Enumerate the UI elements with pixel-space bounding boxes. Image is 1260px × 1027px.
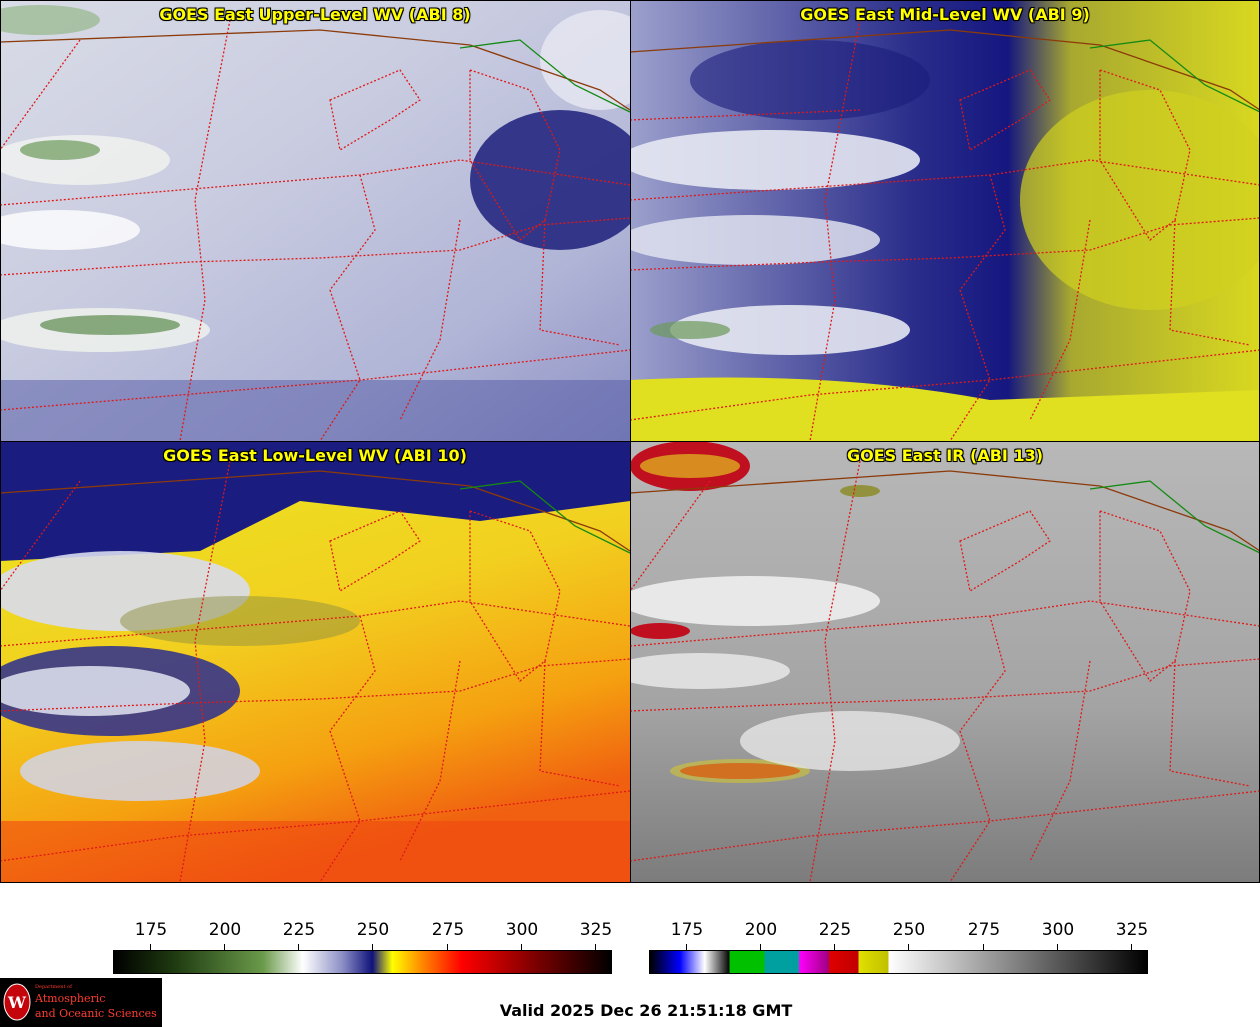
- borders-ir: [630, 460, 1260, 882]
- logo-oceanic-label: and Oceanic Sciences: [35, 1007, 157, 1020]
- ir-colorbar: [649, 950, 1148, 974]
- borders-mid: [630, 19, 1260, 441]
- ir-tick-label: 300: [1028, 920, 1088, 950]
- panel-title: GOES East IR (ABI 13): [846, 446, 1044, 465]
- mid-wv-image: [630, 0, 1260, 441]
- logo-atmospheric-label: Atmospheric: [35, 992, 106, 1005]
- wv-tick-label: 300: [492, 920, 552, 950]
- panels-frame: [0, 0, 1260, 883]
- panel-low-wv: GOES East Low-Level WV (ABI 10): [0, 441, 630, 882]
- panel-ir: GOES East IR (ABI 13): [630, 441, 1260, 882]
- ir-tick-label: 200: [731, 920, 791, 950]
- panel-title: GOES East Upper-Level WV (ABI 8): [159, 5, 471, 24]
- wv-tick-label: 175: [121, 920, 181, 950]
- panel-mid-wv: GOES East Mid-Level WV (ABI 9): [630, 0, 1260, 441]
- borders-upper: [0, 19, 630, 441]
- wv-tick-label: 225: [269, 920, 329, 950]
- ir-tick-label: 275: [954, 920, 1014, 950]
- wv-tick-label: 325: [566, 920, 626, 950]
- borders-low: [0, 460, 630, 882]
- ir-colorbar-ticks: 175 200 225 250 275 300 325: [649, 920, 1148, 962]
- wv-colorbar: [113, 950, 612, 974]
- wv-colorbar-ticks: 175 200 225 250 275 300 325: [113, 920, 612, 962]
- valid-time: Valid 2025 Dec 26 21:51:18 GMT: [499, 1001, 793, 1020]
- university-seal-icon: W: [3, 983, 31, 1021]
- panel-upper-wv: GOES East Upper-Level WV (ABI 8): [0, 0, 630, 441]
- wv-tick-label: 200: [195, 920, 255, 950]
- panel-divider-horizontal: [0, 441, 1260, 442]
- ir-image: [630, 441, 1260, 882]
- ir-tick-label: 250: [879, 920, 939, 950]
- low-wv-image: [0, 441, 630, 882]
- ir-tick-label: 325: [1102, 920, 1162, 950]
- logo-department-label: Department of: [35, 984, 72, 990]
- ir-tick-label: 175: [657, 920, 717, 950]
- wv-tick-label: 250: [343, 920, 403, 950]
- seal-letter: W: [7, 993, 27, 1012]
- wv-tick-label: 275: [418, 920, 478, 950]
- panel-title: GOES East Mid-Level WV (ABI 9): [800, 5, 1090, 24]
- upper-wv-image: [0, 0, 630, 441]
- aos-logo: W Department of Atmospheric and Oceanic …: [0, 978, 162, 1027]
- ir-tick-label: 225: [805, 920, 865, 950]
- panel-title: GOES East Low-Level WV (ABI 10): [163, 446, 467, 465]
